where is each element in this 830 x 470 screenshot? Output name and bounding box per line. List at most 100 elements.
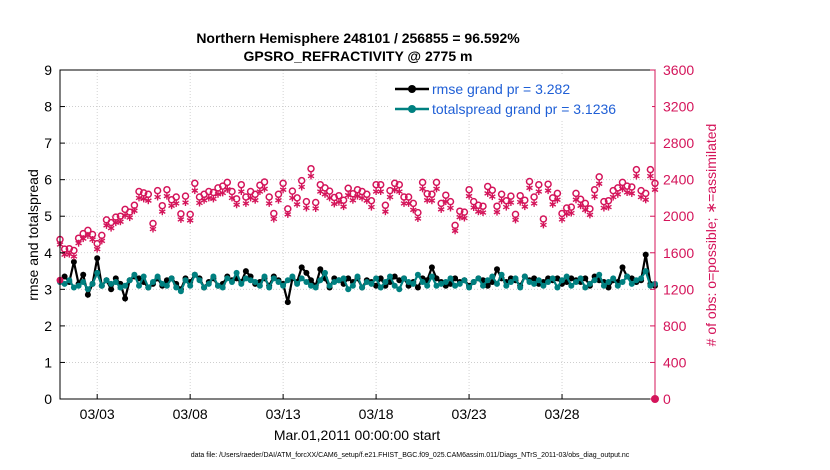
chart-title-line2: GPSRO_REFRACTIVITY @ 2775 m: [244, 48, 473, 64]
obs-possible-point-58: [325, 187, 334, 195]
obs-assimilated-point-58: [326, 194, 333, 202]
series-point-1-110: [568, 282, 575, 289]
obs-assimilated-point-95: [498, 197, 505, 205]
series-point-1-118: [605, 279, 612, 285]
series-point-1-124: [633, 277, 640, 284]
obs-possible-point-124: [632, 165, 641, 174]
series-point-1-4: [75, 282, 82, 289]
obs-assimilated-point-62: [344, 191, 352, 199]
left-tick-label-0: 0: [44, 391, 52, 407]
obs-assimilated-point-126: [642, 196, 650, 204]
series-point-0-72: [391, 273, 398, 280]
obs-assimilated-point-101: [526, 184, 533, 192]
obs-assimilated-point-116: [595, 180, 603, 188]
obs-assimilated-point-64: [354, 192, 361, 200]
series-point-1-123: [628, 280, 635, 287]
obs-assimilated-point-67: [368, 203, 375, 211]
right-tick-label-7: 2800: [663, 135, 694, 151]
obs-assimilated-point-25: [172, 199, 180, 207]
series-point-0-94: [494, 266, 500, 273]
obs-assimilated-point-55: [312, 205, 320, 212]
series-point-1-105: [545, 279, 552, 285]
series-point-1-63: [349, 282, 356, 289]
obs-possible-point-21: [153, 186, 162, 195]
series-point-1-6: [84, 286, 91, 293]
series-point-0-11: [108, 286, 115, 293]
right-axis-ticks: 0 400 800 1200 1600 2000 2400 2800 3200 3600: [650, 62, 694, 407]
series-point-1-66: [363, 279, 370, 285]
obs-assimilated-point-60: [335, 198, 343, 206]
series-1: [57, 268, 658, 295]
obs-possible-point-95: [497, 190, 506, 199]
series-point-1-3: [70, 284, 77, 291]
series-point-1-56: [317, 277, 324, 284]
right-axis-zero-marker: [651, 395, 659, 403]
obs-assimilated-point-47: [275, 196, 282, 204]
obs-assimilated-point-114: [586, 211, 594, 219]
y-axis-label-left: rmse and totalspread: [25, 169, 41, 301]
series-point-1-38: [233, 269, 240, 276]
series-point-1-68: [373, 275, 380, 282]
obs-assimilated-point-20: [149, 225, 157, 233]
series-2: [56, 164, 659, 255]
series-point-0-14: [122, 295, 129, 302]
obs-assimilated-point-106: [549, 200, 557, 208]
obs-possible-point-101: [525, 177, 534, 186]
series-point-1-106: [549, 275, 556, 282]
series-point-1-109: [563, 273, 570, 280]
obs-assimilated-point-50: [289, 194, 296, 202]
series-point-1-116: [596, 271, 603, 278]
series-point-1-98: [512, 275, 519, 282]
obs-assimilated-point-81: [433, 185, 440, 193]
series-point-0-56: [317, 266, 324, 273]
series-point-1-64: [354, 273, 361, 280]
obs-assimilated-point-91: [479, 209, 487, 217]
obs-assimilated-point-63: [349, 196, 357, 204]
series-point-1-94: [494, 280, 500, 287]
obs-assimilated-point-76: [409, 206, 417, 214]
series-point-1-93: [489, 273, 496, 280]
y-axis-label-right: # of obs: o=possible; ∗=assimilated: [703, 124, 719, 347]
obs-assimilated-point-124: [633, 172, 640, 180]
obs-assimilated-point-39: [237, 188, 245, 195]
series-point-0-69: [377, 275, 384, 282]
left-tick-label-3: 3: [44, 281, 52, 297]
left-tick-label-2: 2: [44, 318, 52, 334]
obs-assimilated-point-85: [451, 227, 459, 235]
obs-assimilated-point-89: [470, 204, 478, 211]
series-point-1-50: [289, 273, 296, 280]
series-point-1-83: [442, 279, 449, 285]
series-point-1-41: [247, 277, 254, 284]
right-tick-label-5: 2000: [663, 208, 694, 224]
series-point-1-13: [117, 284, 124, 291]
obs-assimilated-point-115: [591, 193, 598, 201]
series-point-1-34: [215, 282, 221, 289]
series-point-1-97: [507, 279, 514, 285]
series-point-0-107: [554, 275, 561, 282]
obs-assimilated-point-123: [628, 189, 636, 197]
obs-assimilated-point-68: [372, 188, 380, 195]
obs-assimilated-point-48: [279, 186, 287, 194]
series-point-1-29: [191, 271, 198, 278]
series-point-1-117: [600, 282, 607, 289]
series-point-1-114: [586, 280, 593, 287]
series-point-1-65: [359, 284, 366, 291]
series-point-1-40: [242, 275, 249, 282]
series-point-1-79: [424, 282, 431, 289]
obs-assimilated-point-127: [646, 172, 654, 180]
obs-possible-point-27: [181, 192, 190, 200]
series-point-1-39: [238, 280, 245, 287]
obs-assimilated-point-33: [210, 195, 217, 203]
obs-assimilated-point-57: [321, 190, 329, 198]
obs-possible-point-103: [535, 180, 543, 189]
series-point-1-86: [456, 280, 463, 287]
series-point-1-91: [480, 282, 486, 289]
obs-possible-point-62: [344, 184, 352, 193]
series-point-0-62: [345, 275, 352, 282]
left-tick-label-5: 5: [44, 208, 52, 224]
series-point-0-52: [298, 264, 305, 271]
series-point-1-17: [136, 282, 142, 289]
series-point-0-1: [61, 273, 68, 280]
obs-assimilated-point-61: [340, 203, 347, 211]
